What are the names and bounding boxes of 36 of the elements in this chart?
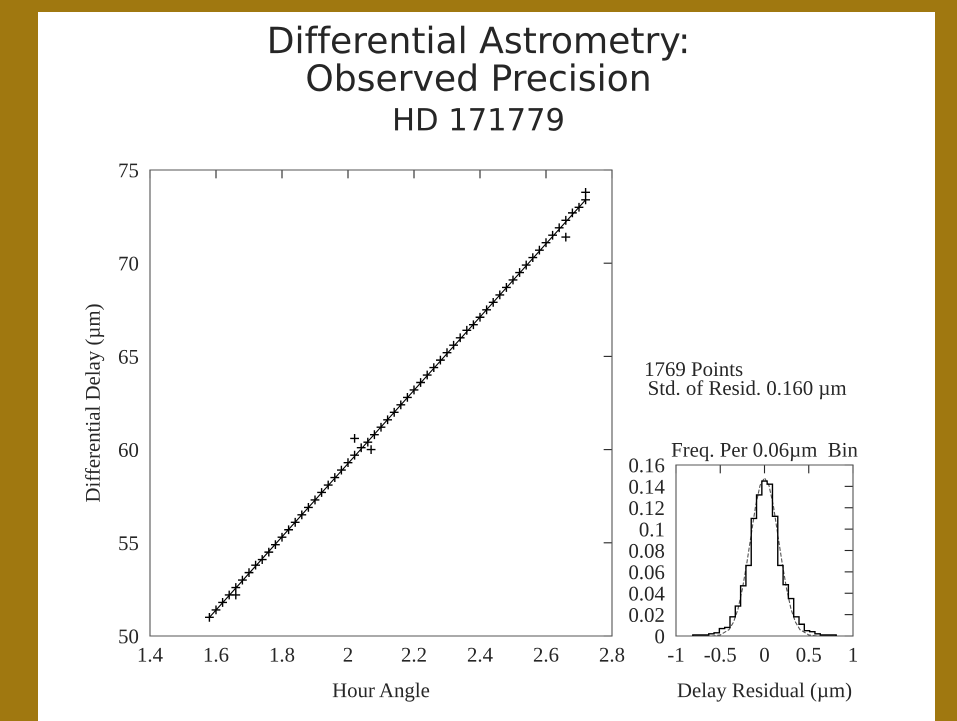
y-tick-label: 0.06 — [629, 565, 664, 580]
x-tick-label: 0 — [760, 648, 769, 662]
y-tick-label: 55 — [119, 536, 138, 550]
y-tick-label: 0.08 — [629, 544, 664, 558]
x-tick-label: 1.4 — [138, 648, 163, 662]
x-tick-label: 1.8 — [270, 648, 294, 662]
y-tick-label: 0.16 — [629, 458, 664, 473]
text: 1769 Points — [646, 362, 742, 376]
y-tick-label: 70 — [119, 256, 138, 271]
y-tick-label: 0.04 — [629, 586, 665, 601]
x-tick-label: 2.6 — [534, 648, 558, 662]
y-tick-label: 0.12 — [629, 501, 664, 516]
y-axis-title: Differential Delay (µm) — [85, 304, 104, 502]
x-tick-label: 0.5 — [796, 648, 821, 662]
x-tick-label: 2 — [344, 648, 352, 662]
x-tick-label: 1.6 — [204, 648, 228, 662]
x-tick-label: 2.4 — [468, 648, 493, 662]
y-tick-label: 0.02 — [629, 608, 664, 622]
chart-subtitle: HD 171779 — [395, 108, 563, 131]
y-tick-label: 60 — [118, 442, 138, 458]
x-tick-label: 2.8 — [600, 648, 624, 662]
x-tick-label: 1 — [850, 648, 857, 662]
y-tick-label: 0.1 — [640, 522, 664, 537]
chart-title: Differential Astrometry: Observed Precision — [270, 26, 686, 92]
y-tick-label: 50 — [119, 629, 138, 644]
x-axis-title: Delay Residual (µm) — [678, 682, 852, 702]
x-tick-label: -1 — [668, 648, 684, 662]
y-tick-label: 0.14 — [629, 480, 665, 494]
y-tick-label: 0 — [655, 629, 664, 644]
text: Std. of Resid. 0.160 µm — [649, 380, 846, 400]
x-tick-label: -0.5 — [704, 648, 736, 662]
y-tick-label: 65 — [118, 350, 138, 364]
x-axis-title: Hour Angle — [332, 682, 430, 702]
y-tick-label: 75 — [119, 164, 138, 178]
chart-title: Freq. Per 0.06µm Bin — [672, 442, 858, 462]
x-tick-label: 2.2 — [402, 648, 426, 662]
